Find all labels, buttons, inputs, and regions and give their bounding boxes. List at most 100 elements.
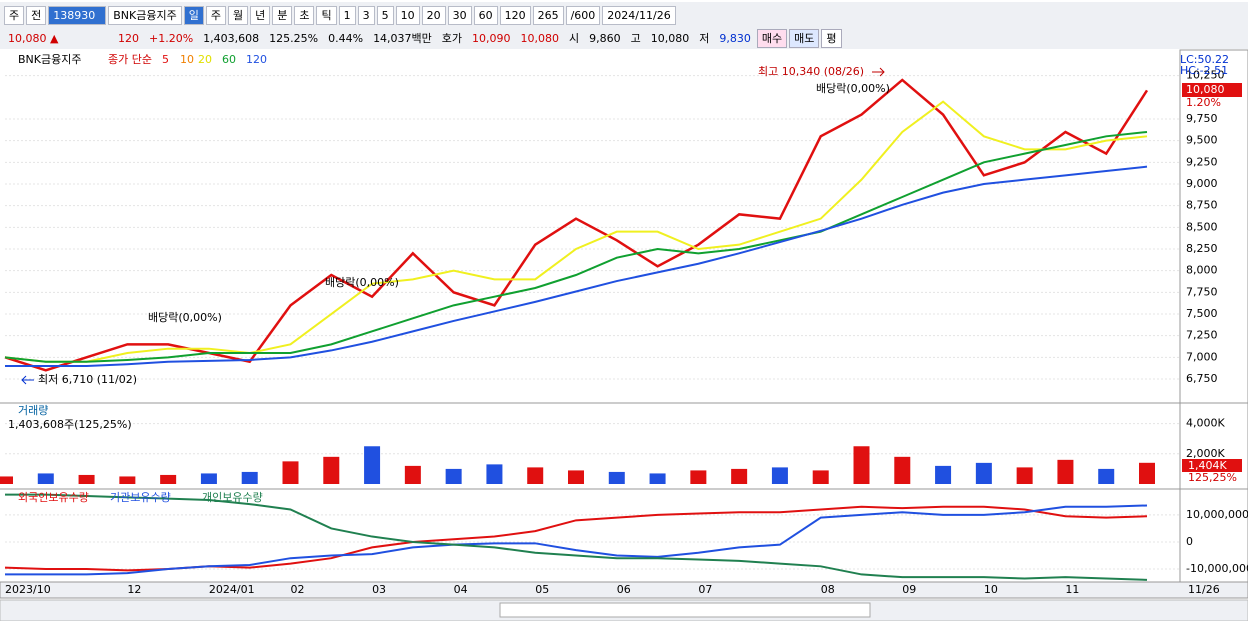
- legend-period: 10: [180, 53, 194, 66]
- quote-item: 10,090: [472, 32, 511, 45]
- volume-bar: [771, 467, 788, 484]
- volume-bar: [812, 470, 829, 484]
- toolbar-item[interactable]: 월: [227, 5, 249, 25]
- volume-bar: [1057, 459, 1074, 484]
- volume-bar: [486, 464, 503, 484]
- volume-bar: [160, 474, 177, 484]
- quote-item: 호가: [441, 32, 463, 45]
- y-tick-label: 7,500: [1186, 307, 1218, 320]
- y-tick-label: 8,500: [1186, 220, 1218, 233]
- quote-item: 0.44%: [328, 32, 364, 45]
- toolbar-item[interactable]: 초: [294, 5, 315, 25]
- y-tick-label: 4,000K: [1186, 417, 1225, 430]
- y-tick-label: 9,750: [1186, 112, 1218, 125]
- legend-period: 20: [198, 53, 212, 66]
- toolbar-item[interactable]: 2024/11/26: [602, 5, 676, 25]
- quote-item: 10,080: [650, 32, 690, 45]
- legend-entry: 외국인보유수량: [18, 491, 89, 504]
- volume-bar: [975, 462, 992, 484]
- volume-bar: [78, 474, 95, 484]
- annotation: 배당락(0,00%): [816, 82, 890, 95]
- y-tick-label: 7,000: [1186, 350, 1218, 363]
- quote-item: 고: [630, 32, 641, 45]
- series-line: [4, 78, 1149, 372]
- legend-entry: 개인보유수량: [202, 491, 263, 504]
- side-label: 1,404K: [1188, 459, 1227, 472]
- x-tick-label: 11: [1065, 583, 1079, 596]
- x-tick-label: 03: [372, 583, 386, 596]
- volume-bar: [1016, 467, 1033, 484]
- y-tick-label: 8,750: [1186, 199, 1218, 212]
- volume-bar: [731, 468, 748, 484]
- toolbar-item[interactable]: 10: [395, 5, 420, 25]
- legend-entry: 기관보유수량: [110, 491, 171, 504]
- volume-bar: [527, 467, 544, 484]
- y-tick-label: -10,000,000: [1186, 562, 1248, 575]
- arrow: [872, 67, 885, 77]
- volume-tag: [1182, 459, 1242, 472]
- quote-item: 저: [699, 32, 710, 45]
- panel-subtitle: 1,403,608주(125,25%): [8, 418, 132, 431]
- quote-item: 10,080: [520, 32, 560, 45]
- toolbar-item[interactable]: 일: [183, 5, 204, 25]
- y-tick-label: 10,000,000: [1186, 508, 1248, 521]
- x-tick-label: 2023/10: [5, 583, 51, 596]
- quote-bar: 10,080 ▲ 120 +1.20% 1,403,608 125.25% 0.44% 14…: [0, 28, 1248, 49]
- toolbar-item[interactable]: 30: [447, 5, 472, 25]
- x-tick-label: 12: [127, 583, 141, 596]
- side-label: 1.20%: [1186, 96, 1221, 109]
- x-tick-label: 2024/01: [209, 583, 255, 596]
- toolbar-item[interactable]: 주: [4, 5, 25, 25]
- volume-bar: [568, 470, 584, 484]
- quote-item: 120: [118, 32, 139, 45]
- series-line: [5, 504, 1148, 576]
- volume-bar: [649, 473, 666, 484]
- toolbar-item[interactable]: BNK금융지주: [108, 5, 182, 25]
- toolbar-item[interactable]: 5: [376, 5, 394, 25]
- price-tag: [1182, 83, 1242, 97]
- volume-bar: [37, 473, 54, 484]
- side-label: 10,080: [1186, 83, 1225, 96]
- toolbar-item[interactable]: 20: [421, 5, 446, 25]
- x-tick-label: 05: [535, 583, 549, 596]
- quote-item: 9,830: [719, 32, 751, 45]
- toolbar-item[interactable]: 120: [499, 5, 531, 25]
- toolbar-item[interactable]: 틱: [316, 5, 337, 25]
- toolbar-item[interactable]: 주: [205, 5, 226, 25]
- quote-item: 14,037백만: [373, 32, 432, 45]
- toolbar-item[interactable]: 분: [272, 5, 293, 25]
- quote-item[interactable]: 평: [821, 29, 842, 48]
- toolbar-item[interactable]: 3: [357, 5, 375, 25]
- y-tick-label: 9,000: [1186, 177, 1218, 190]
- volume-bar: [323, 456, 340, 484]
- toolbar-item[interactable]: 138930: [48, 5, 107, 25]
- toolbar: 주 전 138930 BNK금융지주 일 주 월 년 분 초 틱 1 3 5 10 20 30 60 120 265/…: [0, 2, 1248, 28]
- arrow: [21, 375, 34, 385]
- volume-bar: [1098, 468, 1115, 484]
- x-tick-label: 09: [902, 583, 916, 596]
- toolbar-item[interactable]: /600: [565, 5, 601, 25]
- series-line: [4, 100, 1148, 363]
- x-tick-label: 02: [291, 583, 305, 596]
- y-tick-label: 6,750: [1186, 372, 1218, 385]
- x-tick-label: 08: [821, 583, 835, 596]
- annotation: 최고 10,340 (08/26): [758, 65, 864, 78]
- quote-item[interactable]: 매도: [789, 29, 820, 48]
- toolbar-item[interactable]: 265: [532, 5, 564, 25]
- volume-bar: [241, 471, 258, 484]
- legend-period: 60: [222, 53, 236, 66]
- annotation: 배당락(0,00%): [148, 311, 222, 324]
- quote-item: 125.25%: [269, 32, 319, 45]
- toolbar-item[interactable]: 전: [26, 5, 47, 25]
- x-tick-label: 06: [617, 583, 631, 596]
- volume-bar: [404, 465, 421, 484]
- volume-bar: [894, 456, 911, 484]
- toolbar-item[interactable]: 60: [473, 5, 498, 25]
- y-tick-label: 7,750: [1186, 285, 1218, 298]
- toolbar-item[interactable]: 1: [338, 5, 356, 25]
- quote-item[interactable]: 매수: [756, 29, 788, 48]
- x-tick-label: 07: [698, 583, 712, 596]
- y-tick-label: 0: [1186, 535, 1193, 548]
- toolbar-item[interactable]: 년: [250, 5, 271, 25]
